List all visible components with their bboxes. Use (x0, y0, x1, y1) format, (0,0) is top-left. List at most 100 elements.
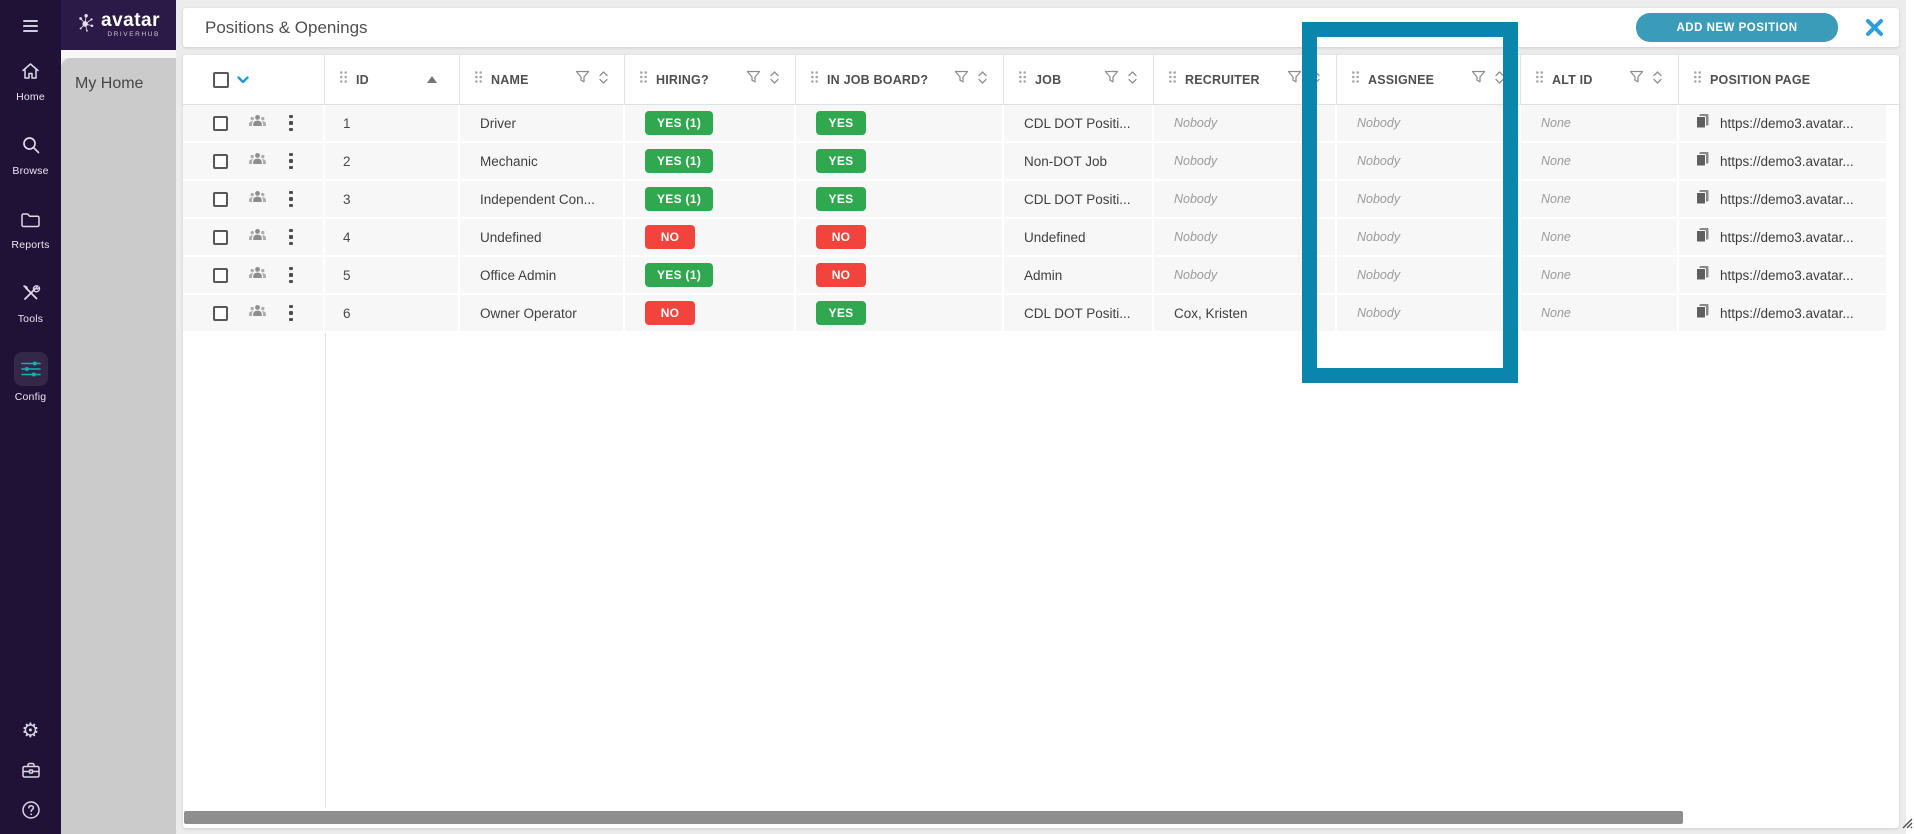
row-checkbox[interactable] (213, 305, 228, 321)
add-new-position-button[interactable]: ADD NEW POSITION (1636, 13, 1838, 42)
sidebar-item-home[interactable]: Home (0, 56, 61, 103)
select-dropdown-chevron-icon[interactable] (237, 71, 249, 89)
row-menu-kebab-icon[interactable] (287, 227, 295, 248)
cell-name: Mechanic (480, 153, 538, 169)
horizontal-scrollbar-thumb[interactable] (184, 811, 1683, 824)
cell-job: Admin (1024, 267, 1063, 283)
settings-gear-icon[interactable]: ⚙ (21, 718, 40, 742)
filter-funnel-icon[interactable] (1471, 70, 1486, 89)
people-icon[interactable] (249, 190, 266, 208)
help-icon[interactable] (21, 800, 41, 820)
people-icon[interactable] (249, 228, 266, 246)
people-icon[interactable] (249, 114, 266, 132)
drag-handle-icon[interactable] (639, 70, 648, 89)
sidebar-item-config[interactable]: Config (0, 352, 61, 403)
drag-handle-icon[interactable] (1351, 70, 1360, 89)
in-job-board-badge: YES (816, 111, 866, 135)
drag-handle-icon[interactable] (1168, 70, 1177, 89)
filter-funnel-icon[interactable] (746, 70, 761, 89)
drag-handle-icon[interactable] (810, 70, 819, 89)
select-all-checkbox[interactable] (213, 71, 229, 88)
close-icon[interactable] (1864, 17, 1885, 38)
hiring-badge: YES (1) (645, 149, 714, 173)
row-checkbox[interactable] (213, 153, 228, 169)
nav-panel-title-my-home[interactable]: My Home (75, 75, 144, 92)
cell-assignee: Nobody (1357, 230, 1401, 244)
column-header-position-page[interactable]: POSITION PAGE (1679, 55, 1899, 104)
filter-funnel-icon[interactable] (575, 70, 590, 89)
positions-table: ID NAME HIRING? IN JOB BOARD? (183, 55, 1899, 828)
position-page-link[interactable]: https://demo3.avatar... (1720, 267, 1854, 283)
people-icon[interactable] (249, 304, 266, 322)
cell-id: 2 (343, 153, 351, 169)
cell-assignee: Nobody (1357, 116, 1401, 130)
column-header-hiring[interactable]: HIRING? (625, 55, 796, 104)
drag-handle-icon[interactable] (1535, 70, 1544, 89)
app-logo[interactable]: avatar DRIVERHUB (61, 0, 176, 50)
copy-icon[interactable] (1695, 303, 1710, 324)
position-page-link[interactable]: https://demo3.avatar... (1720, 191, 1854, 207)
position-page-link[interactable]: https://demo3.avatar... (1720, 153, 1854, 169)
row-menu-kebab-icon[interactable] (287, 151, 295, 172)
sort-toggle-icon[interactable] (597, 70, 610, 90)
sidebar: Home Browse Reports Tools Config (0, 0, 61, 834)
cell-alt-id: None (1541, 192, 1571, 206)
position-page-link[interactable]: https://demo3.avatar... (1720, 115, 1854, 131)
row-menu-kebab-icon[interactable] (287, 189, 295, 210)
filter-funnel-icon[interactable] (1629, 70, 1644, 89)
column-header-name[interactable]: NAME (460, 55, 625, 104)
people-icon[interactable] (249, 266, 266, 284)
vertical-scrollbar-track[interactable] (1906, 0, 1914, 834)
column-header-assignee[interactable]: ASSIGNEE (1337, 55, 1521, 104)
table-row: 6 Owner Operator NO YES CDL DOT Positi..… (183, 295, 1899, 333)
hamburger-menu-icon[interactable] (23, 20, 38, 32)
in-job-board-badge: YES (816, 301, 866, 325)
copy-icon[interactable] (1695, 265, 1710, 286)
header-tools-cell (183, 55, 325, 104)
logo-text: avatar (101, 10, 160, 32)
column-header-alt-id[interactable]: ALT ID (1521, 55, 1679, 104)
sort-ascending-icon[interactable] (427, 76, 437, 83)
drag-handle-icon[interactable] (474, 70, 483, 89)
copy-icon[interactable] (1695, 151, 1710, 172)
row-checkbox[interactable] (213, 191, 228, 207)
resize-grip-icon[interactable] (1902, 816, 1913, 834)
column-header-in-job-board[interactable]: IN JOB BOARD? (796, 55, 1004, 104)
column-header-id[interactable]: ID (325, 55, 460, 104)
table-body: 1 Driver YES (1) YES CDL DOT Positi... N… (183, 105, 1899, 333)
filter-funnel-icon[interactable] (1287, 70, 1302, 89)
copy-icon[interactable] (1695, 227, 1710, 248)
row-checkbox[interactable] (213, 115, 228, 131)
row-checkbox[interactable] (213, 267, 228, 283)
position-page-link[interactable]: https://demo3.avatar... (1720, 229, 1854, 245)
sidebar-item-reports[interactable]: Reports (0, 204, 61, 251)
sidebar-item-tools[interactable]: Tools (0, 278, 61, 325)
cell-job: CDL DOT Positi... (1024, 305, 1131, 321)
position-page-link[interactable]: https://demo3.avatar... (1720, 305, 1854, 321)
sort-toggle-icon[interactable] (1651, 70, 1664, 90)
people-icon[interactable] (249, 152, 266, 170)
copy-icon[interactable] (1695, 189, 1710, 210)
sidebar-item-browse[interactable]: Browse (0, 130, 61, 177)
drag-handle-icon[interactable] (1018, 70, 1027, 89)
row-menu-kebab-icon[interactable] (287, 265, 295, 286)
cell-assignee: Nobody (1357, 192, 1401, 206)
drag-handle-icon[interactable] (339, 70, 348, 89)
sort-toggle-icon[interactable] (768, 70, 781, 90)
sort-toggle-icon[interactable] (976, 70, 989, 90)
row-menu-kebab-icon[interactable] (287, 113, 295, 134)
filter-funnel-icon[interactable] (954, 70, 969, 89)
briefcase-icon[interactable] (21, 761, 41, 779)
sort-toggle-icon[interactable] (1126, 70, 1139, 90)
column-header-job[interactable]: JOB (1004, 55, 1154, 104)
column-header-recruiter[interactable]: RECRUITER (1154, 55, 1337, 104)
copy-icon[interactable] (1695, 113, 1710, 134)
drag-handle-icon[interactable] (1693, 70, 1702, 89)
sort-toggle-icon[interactable] (1309, 70, 1322, 90)
sort-toggle-icon[interactable] (1493, 70, 1506, 90)
filter-funnel-icon[interactable] (1104, 70, 1119, 89)
table-header-row: ID NAME HIRING? IN JOB BOARD? (183, 55, 1899, 105)
row-menu-kebab-icon[interactable] (287, 303, 295, 324)
cell-name: Undefined (480, 229, 542, 245)
row-checkbox[interactable] (213, 229, 228, 245)
